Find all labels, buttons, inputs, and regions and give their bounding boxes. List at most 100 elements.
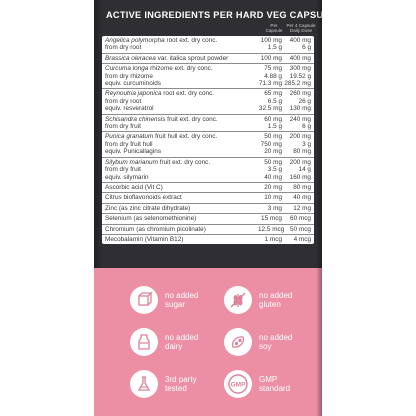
third-party-tested-icon bbox=[130, 370, 158, 398]
ingredient-text: equiv. curcuminoids bbox=[105, 80, 162, 88]
ingredient-row: Mecobalamin (Vitamin B12) 1 mcg 4 mcg bbox=[102, 235, 314, 244]
ingredient-text: Chromium (as chromium picolinate) bbox=[105, 225, 206, 233]
per-capsule-value: 1 mcg bbox=[264, 235, 282, 243]
latin-name: Curcuma longa bbox=[105, 65, 149, 73]
ingredient-row: Citrus bioflavonoids extract 10 mg 40 mg bbox=[102, 193, 314, 204]
daily-dose-value: 40 mg bbox=[293, 194, 311, 202]
per-capsule-value: 20 mg bbox=[264, 183, 282, 191]
ingredient-name: Zinc (as zinc citrate dihydrate) bbox=[102, 205, 258, 212]
ingredient-text: equiv. Punicallagins bbox=[105, 148, 162, 156]
no-sugar-icon bbox=[130, 286, 158, 314]
latin-name: Silybum marianum bbox=[105, 158, 158, 166]
latin-name: Angelica polymorpha bbox=[105, 37, 165, 44]
claim-text: no added soy bbox=[259, 332, 293, 352]
claim-no-added-soy: no added soy bbox=[224, 328, 292, 356]
claims-panel: no added sugar no added gluten bbox=[94, 268, 322, 416]
daily-dose-value: 12 mg bbox=[293, 204, 311, 212]
latin-name: Brassica oleracea bbox=[105, 54, 156, 62]
ingredient-row: Silybum marianum fruit ext. dry conc. fro… bbox=[102, 158, 314, 183]
claim-no-added-gluten: no added gluten bbox=[224, 286, 292, 314]
ingredient-row: Angelica polymorpha root ext. dry conc. f… bbox=[102, 36, 314, 54]
claim-no-added-sugar: no added sugar bbox=[130, 286, 198, 314]
no-gluten-icon bbox=[224, 286, 252, 314]
ingredient-text: Zinc (as zinc citrate dihydrate) bbox=[105, 204, 191, 212]
ingredient-name: Silybum marianum fruit ext. dry conc. fro… bbox=[102, 159, 258, 181]
ingredient-text: from dry root bbox=[105, 97, 142, 105]
ingredient-name: Selenium (as selenomethionine) bbox=[102, 215, 258, 222]
claim-text: GMP standard bbox=[259, 374, 291, 394]
per-capsule-value: 100 mg 1.5 g bbox=[260, 37, 282, 52]
ingredient-text: fruit hull ext. dry conc. bbox=[153, 133, 218, 141]
ingredient-row: Ascorbic acid (Vit C) 20 mg 80 mg bbox=[102, 183, 314, 194]
per-capsule-value: 50 mg 3.5 g 40 mg bbox=[264, 158, 282, 181]
daily-dose-value: 60 mcg bbox=[290, 215, 311, 223]
ingredient-row: Schisandra chinensis fruit ext. dry conc… bbox=[102, 115, 314, 133]
ingredient-row: Zinc (as zinc citrate dihydrate) 3 mg 12 m… bbox=[102, 204, 314, 215]
ingredient-text: var. italica sprout powder bbox=[155, 54, 229, 62]
ingredient-text: rhizome ext. dry conc. bbox=[148, 65, 213, 73]
ingredient-row: Curcuma longa rhizome ext. dry conc. from… bbox=[102, 64, 314, 90]
claim-gmp-standard: GMP GMP standard bbox=[224, 370, 290, 398]
ingredient-text: from dry root bbox=[105, 44, 142, 52]
ingredient-row: Brassica oleracea var. italica sprout po… bbox=[102, 54, 314, 65]
daily-dose-value: 400 mg 6 g bbox=[289, 37, 311, 52]
ingredients-title: ACTIVE INGREDIENTS PER HARD VEG CAPSULE: bbox=[106, 10, 322, 20]
claim-no-added-dairy: no added dairy bbox=[130, 328, 198, 356]
ingredient-name: Mecobalamin (Vitamin B12) bbox=[102, 236, 258, 243]
daily-dose-header: Per 4 Capsule Daily Dose bbox=[286, 23, 316, 33]
claim-text: 3rd party tested bbox=[165, 374, 197, 394]
ingredient-text: equiv. silymarin bbox=[105, 173, 149, 181]
per-capsule-value: 60 mg 1.5 g bbox=[264, 115, 282, 131]
ingredient-row: Selenium (as selenomethionine) 15 mcg 60 m… bbox=[102, 214, 314, 225]
ingredients-table: Angelica polymorpha root ext. dry conc. f… bbox=[102, 36, 314, 245]
ingredient-name: Schisandra chinensis fruit ext. dry conc… bbox=[102, 116, 258, 131]
ingredient-text: root ext. dry conc. bbox=[164, 37, 218, 44]
product-box-back-panel: ACTIVE INGREDIENTS PER HARD VEG CAPSULE:… bbox=[94, 0, 322, 416]
daily-dose-value: 260 mg 26 g 130 mg bbox=[289, 90, 311, 113]
ingredient-row: Reynoutria japonica root ext. dry conc. f… bbox=[102, 89, 314, 115]
per-capsule-header: Per Capsule bbox=[265, 23, 283, 33]
daily-dose-value: 240 mg 6 g bbox=[289, 115, 311, 131]
ingredient-name: Reynoutria japonica root ext. dry conc. f… bbox=[102, 90, 258, 112]
per-capsule-value: 15 mcg bbox=[261, 215, 282, 223]
ingredient-row: Chromium (as chromium picolinate) 12.5 mc… bbox=[102, 225, 314, 235]
daily-dose-value: 4 mcg bbox=[293, 235, 311, 243]
claim-text: no added sugar bbox=[165, 290, 199, 310]
daily-dose-value: 50 mcg bbox=[290, 225, 311, 233]
ingredient-text: Ascorbic acid (Vit C) bbox=[105, 183, 163, 191]
per-capsule-value: 3 mg bbox=[267, 204, 282, 212]
ingredient-row: Punica granatum fruit hull ext. dry conc… bbox=[102, 132, 314, 158]
daily-dose-value: 80 mg bbox=[293, 183, 311, 191]
no-dairy-icon bbox=[130, 328, 158, 356]
ingredient-name: Citrus bioflavonoids extract bbox=[102, 194, 258, 201]
ingredient-text: fruit ext. dry conc. bbox=[165, 115, 218, 123]
per-capsule-value: 10 mg bbox=[264, 194, 282, 202]
claim-third-party-tested: 3rd party tested bbox=[130, 370, 197, 398]
ingredient-text: fruit ext. dry conc. bbox=[157, 158, 211, 166]
ingredient-text: from dry fruit hull bbox=[105, 140, 153, 148]
ingredient-text: Selenium (as selenomethionine) bbox=[105, 215, 197, 223]
per-capsule-value: 50 mg 750 mg 20 mg bbox=[260, 133, 282, 156]
ingredient-text: from dry fruit bbox=[105, 166, 141, 174]
gmp-icon: GMP bbox=[224, 370, 252, 398]
latin-name: Reynoutria japonica bbox=[105, 90, 162, 98]
ingredient-text: Citrus bioflavonoids extract bbox=[105, 194, 182, 202]
daily-dose-value: 300 mg 19.52 g 285.2 mg bbox=[284, 65, 311, 88]
daily-dose-value: 400 mg bbox=[289, 54, 311, 62]
ingredient-text: root ext. dry conc. bbox=[161, 90, 215, 98]
per-capsule-value: 100 mg bbox=[260, 54, 282, 62]
ingredient-name: Curcuma longa rhizome ext. dry conc. from… bbox=[102, 65, 258, 87]
ingredient-name: Chromium (as chromium picolinate) bbox=[102, 226, 258, 233]
ingredient-name: Angelica polymorpha root ext. dry conc. f… bbox=[102, 37, 258, 52]
ingredient-name: Punica granatum fruit hull ext. dry conc… bbox=[102, 133, 258, 155]
ingredient-text: equiv. resveratrol bbox=[105, 105, 154, 113]
no-soy-icon bbox=[224, 328, 252, 356]
ingredient-text: from dry fruit bbox=[105, 123, 141, 131]
daily-dose-value: 200 mg 3 g 80 mg bbox=[289, 133, 311, 156]
svg-text:GMP: GMP bbox=[231, 382, 246, 389]
ingredient-text: Mecobalamin (Vitamin B12) bbox=[105, 235, 184, 243]
ingredient-name: Ascorbic acid (Vit C) bbox=[102, 184, 258, 191]
claim-text: no added dairy bbox=[165, 332, 199, 352]
per-capsule-value: 75 mg 4.88 g 71.3 mg bbox=[258, 65, 282, 88]
ingredient-text: from dry rhizome bbox=[105, 72, 153, 80]
